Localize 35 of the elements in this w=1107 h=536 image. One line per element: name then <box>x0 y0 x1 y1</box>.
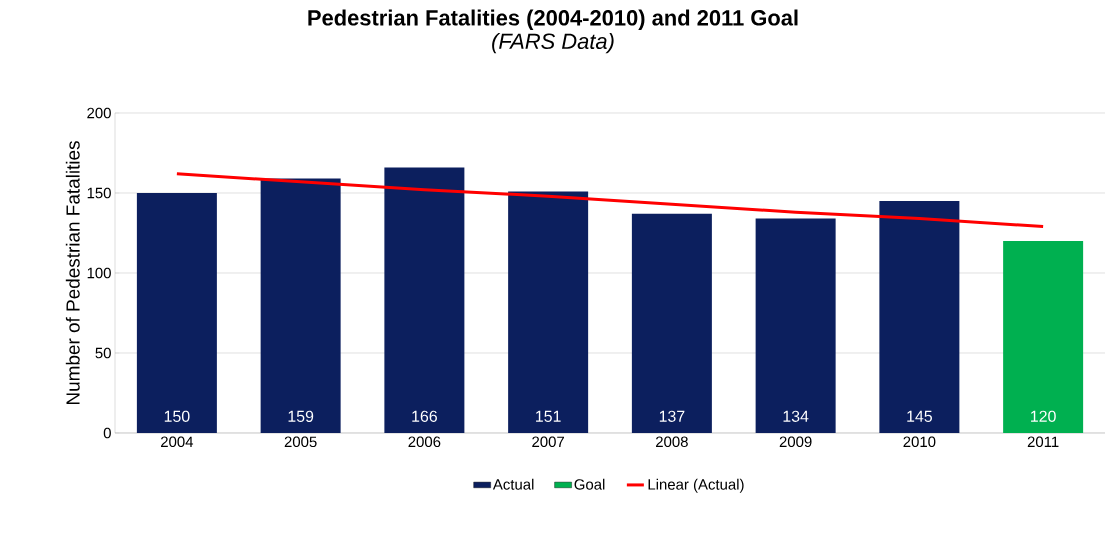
bar <box>260 178 341 433</box>
bar <box>1003 240 1084 433</box>
y-tick-label: 150 <box>87 187 111 199</box>
x-tick-label: 2005 <box>284 436 317 448</box>
bar <box>508 191 589 433</box>
legend-label: Linear (Actual) <box>648 478 744 493</box>
bar <box>136 192 217 433</box>
x-tick-label: 2010 <box>903 436 936 448</box>
x-tick-label: 2004 <box>161 436 194 448</box>
x-tick-label: 2009 <box>779 436 812 448</box>
data-label: 145 <box>907 410 932 422</box>
bar <box>879 200 960 433</box>
data-label: 120 <box>1031 410 1056 422</box>
legend-label: Goal <box>574 478 605 490</box>
data-label: 137 <box>659 410 685 422</box>
data-label: 166 <box>412 410 437 422</box>
data-label: 151 <box>536 410 561 422</box>
data-label: 134 <box>783 410 809 422</box>
bar <box>384 167 465 433</box>
y-tick-label: 200 <box>87 107 111 119</box>
chart-subtitle: (FARS Data) <box>492 32 614 54</box>
y-tick-label: 50 <box>95 347 111 359</box>
bar <box>755 218 836 433</box>
data-label: 159 <box>288 410 314 422</box>
bar <box>631 213 712 433</box>
y-axis-title: Number of Pedestrian Fatalities <box>65 141 80 404</box>
y-tick-label: 0 <box>103 427 111 439</box>
chart-title: Pedestrian Fatalities (2004-2010) and 2011 Goal <box>308 9 798 30</box>
x-tick-label: 2007 <box>532 436 564 448</box>
x-tick-label: 2011 <box>1027 436 1059 448</box>
legend-label: Actual <box>492 478 534 490</box>
x-tick-label: 2006 <box>408 436 441 448</box>
data-label: 150 <box>164 410 190 422</box>
x-tick-label: 2008 <box>656 436 688 448</box>
y-tick-label: 100 <box>87 267 111 279</box>
